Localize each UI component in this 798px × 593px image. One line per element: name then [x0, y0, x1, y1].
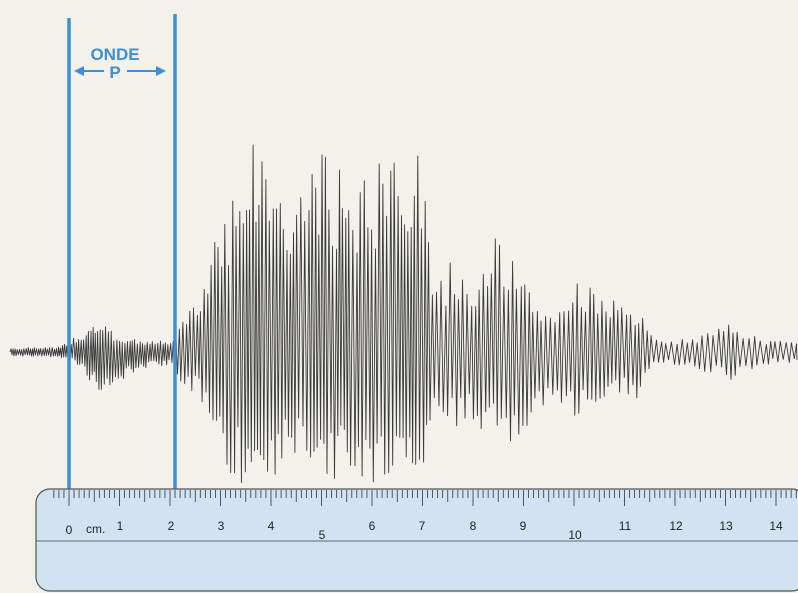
ruler: cm. 0 1 2 3 4 5 6 7 8 9 10 11 12 13 14 — [35, 488, 798, 592]
p-label: P — [109, 63, 120, 82]
ruler-number-8: 8 — [470, 519, 477, 533]
ruler-number-13: 13 — [719, 519, 733, 533]
ruler-number-12: 12 — [669, 519, 683, 533]
ruler-number-5: 5 — [319, 528, 326, 542]
p-double-arrow — [74, 66, 166, 76]
ruler-number-10: 10 — [568, 528, 582, 542]
onde-label: ONDE — [90, 45, 139, 64]
ruler-number-7: 7 — [419, 519, 426, 533]
ruler-number-1: 1 — [117, 519, 124, 533]
ruler-number-3: 3 — [218, 519, 225, 533]
ruler-number-11: 11 — [619, 519, 632, 533]
ruler-number-14: 14 — [769, 519, 783, 533]
ruler-number-9: 9 — [520, 519, 527, 533]
seismogram-trace — [9, 144, 798, 484]
ruler-ticks — [53, 490, 797, 506]
ruler-number-0: 0 — [66, 523, 73, 537]
ruler-body — [35, 488, 798, 592]
ruler-number-4: 4 — [268, 519, 275, 533]
ruler-number-2: 2 — [168, 519, 175, 533]
ruler-number-6: 6 — [369, 519, 376, 533]
ruler-unit-label: cm. — [86, 522, 105, 536]
